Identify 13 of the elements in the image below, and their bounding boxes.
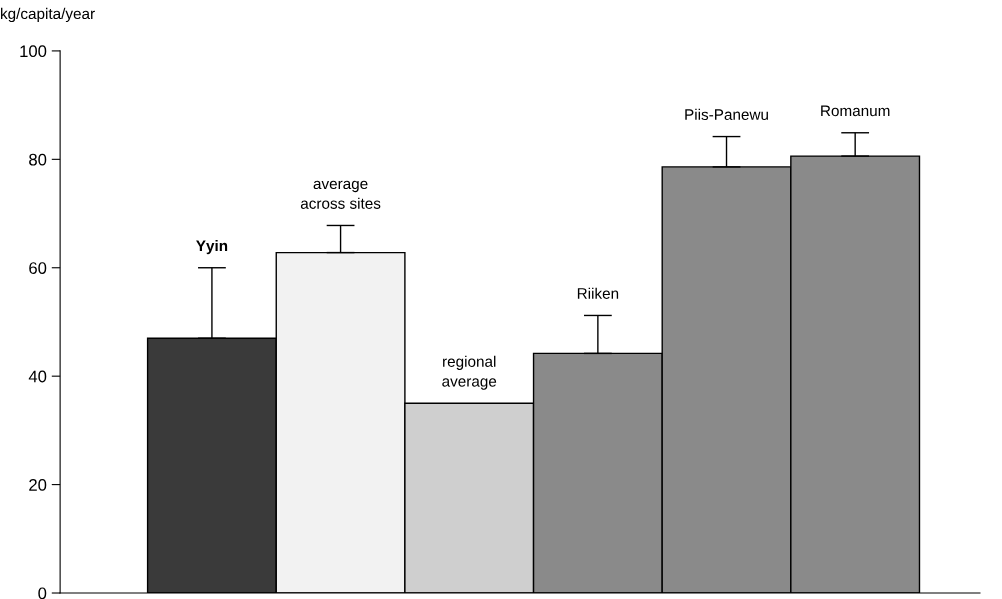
y-tick-label: 60 (29, 262, 47, 274)
y-tick-label: 80 (29, 153, 47, 166)
y-tick-label: 100 (20, 45, 47, 58)
x-tick-label: Yyin (196, 239, 228, 255)
x-tick-label: average across sites (300, 180, 381, 209)
y-tick-label: 0 (38, 587, 47, 599)
x-tick-label: Romanum (821, 105, 890, 117)
y-tick-label: 40 (28, 370, 47, 383)
y-tick-label: 20 (29, 478, 47, 491)
x-tick-label: Piis-Panewu (685, 108, 768, 120)
x-tick-label: regional average (442, 355, 497, 390)
y-axis-title: kg/capita/year (1, 7, 95, 23)
x-tick-label: Riiken (577, 287, 619, 299)
